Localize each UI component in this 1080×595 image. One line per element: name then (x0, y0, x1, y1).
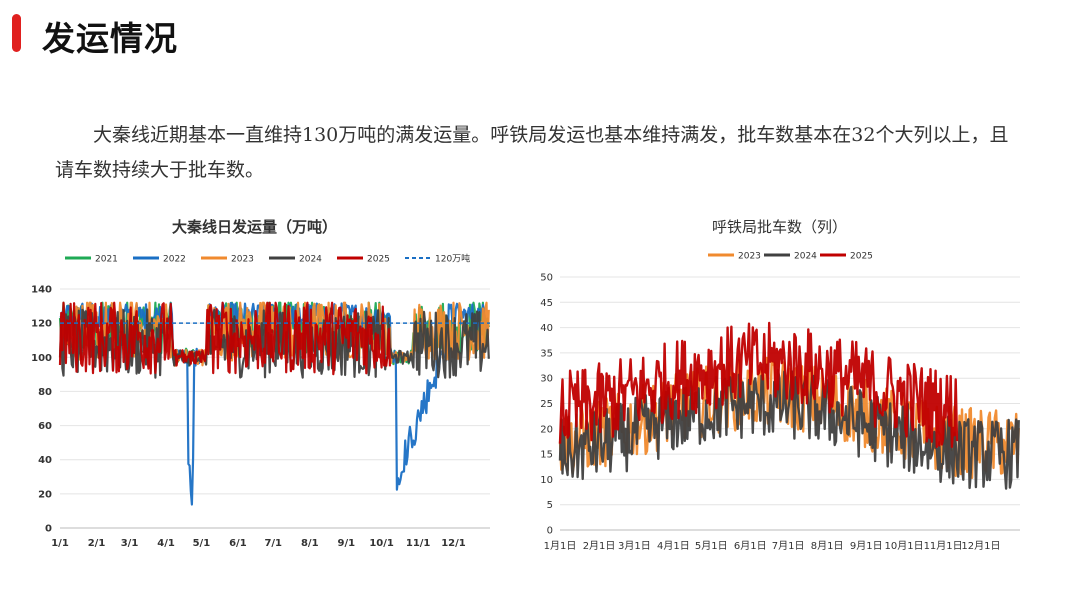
y-tick-label: 40 (540, 323, 553, 334)
legend-label: 2023 (231, 255, 254, 265)
left-chart-title: 大秦线日发运量（万吨） (172, 218, 338, 236)
y-tick-label: 120 (31, 319, 52, 330)
legend-label: 2024 (299, 255, 322, 265)
x-tick-label: 10月1日 (885, 540, 924, 552)
legend-label: 2021 (95, 255, 118, 265)
x-tick-label: 3月1日 (618, 540, 651, 552)
y-tick-label: 35 (540, 348, 553, 359)
y-tick-label: 0 (547, 526, 553, 537)
x-tick-label: 8/1 (301, 538, 319, 549)
y-tick-label: 40 (38, 455, 52, 466)
x-tick-label: 1/1 (51, 538, 69, 549)
legend-label: 2022 (163, 255, 186, 265)
legend-label: 120万吨 (435, 253, 470, 265)
x-tick-label: 8月1日 (811, 540, 844, 552)
legend-label: 2025 (367, 255, 390, 265)
x-tick-label: 11月1日 (924, 540, 963, 552)
x-tick-label: 6/1 (229, 538, 247, 549)
x-tick-label: 10/1 (369, 538, 394, 549)
legend-label: 2024 (794, 252, 817, 262)
x-tick-label: 11/1 (406, 538, 431, 549)
x-tick-label: 4/1 (157, 538, 175, 549)
x-tick-label: 5月1日 (695, 540, 728, 552)
y-tick-label: 20 (540, 424, 553, 435)
x-tick-label: 2/1 (88, 538, 106, 549)
series-line-2025 (558, 321, 959, 449)
y-tick-label: 20 (38, 489, 52, 500)
y-tick-label: 25 (540, 399, 553, 410)
series-line-2024 (558, 369, 1020, 490)
y-tick-label: 60 (38, 421, 52, 432)
x-tick-label: 7月1日 (772, 540, 805, 552)
x-tick-label: 5/1 (193, 538, 211, 549)
y-tick-label: 10 (540, 475, 553, 486)
y-tick-label: 100 (31, 353, 52, 364)
x-tick-label: 6月1日 (734, 540, 767, 552)
legend-label: 2025 (850, 252, 873, 262)
y-tick-label: 0 (45, 524, 52, 535)
y-tick-label: 30 (540, 374, 553, 385)
x-tick-label: 2月1日 (583, 540, 616, 552)
right-chart-title: 呼铁局批车数（列） (712, 218, 848, 236)
y-tick-label: 80 (38, 387, 52, 398)
x-tick-label: 9/1 (337, 538, 355, 549)
x-tick-label: 9月1日 (850, 540, 883, 552)
page-title: 发运情况 (42, 19, 178, 58)
daqin-chart: 0 20 40 60 80 100 120 140 1/1 2/1 3/1 4/1 5/1 6/1 7/1 8… (31, 253, 490, 549)
y-tick-label: 15 (540, 450, 553, 461)
x-tick-label: 12月1日 (961, 540, 1000, 552)
y-tick-label: 5 (547, 500, 553, 511)
x-tick-label: 12/1 (441, 538, 466, 549)
y-tick-label: 140 (31, 285, 52, 296)
y-tick-label: 50 (540, 273, 553, 284)
x-tick-label: 1月1日 (544, 540, 577, 552)
summary-paragraph: 大秦线近期基本一直维持130万吨的满发运量。呼铁局发运也基本维持满发，批车数基本… (55, 124, 1009, 181)
x-tick-label: 4月1日 (657, 540, 690, 552)
title-accent-bar (12, 14, 21, 52)
y-tick-label: 45 (540, 298, 553, 309)
x-tick-label: 3/1 (121, 538, 139, 549)
legend-label: 2023 (738, 252, 761, 262)
series-line-2025 (58, 301, 391, 376)
x-tick-label: 7/1 (264, 538, 282, 549)
